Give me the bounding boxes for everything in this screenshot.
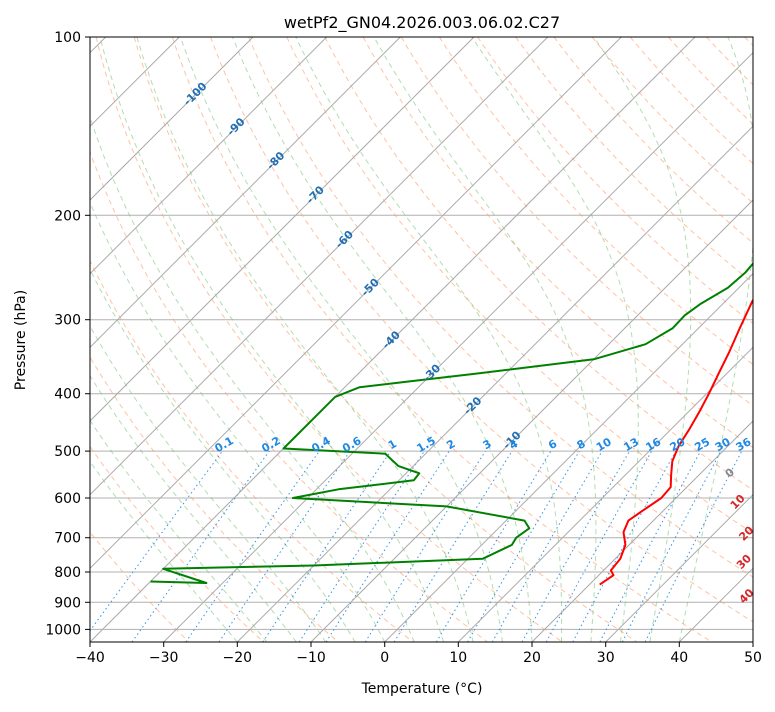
- y-tick-label: 300: [54, 313, 81, 329]
- y-tick-label: 200: [54, 208, 81, 224]
- x-axis-label: Temperature (°C): [361, 681, 483, 697]
- y-tick-label: 600: [54, 491, 81, 507]
- chart-title: wetPf2_GN04.2026.003.06.02.C27: [284, 13, 560, 33]
- x-tick-label: 10: [449, 650, 467, 666]
- x-tick-label: −10: [296, 650, 326, 666]
- x-tick-label: −20: [223, 650, 253, 666]
- y-tick-label: 800: [54, 565, 81, 581]
- y-tick-label: 900: [54, 595, 81, 611]
- y-tick-label: 100: [54, 30, 81, 46]
- y-tick-label: 1000: [45, 622, 81, 638]
- x-tick-label: −40: [75, 650, 105, 666]
- x-tick-label: 20: [523, 650, 541, 666]
- y-tick-label: 700: [54, 531, 81, 547]
- x-tick-label: 30: [597, 650, 615, 666]
- x-tick-label: 50: [744, 650, 762, 666]
- x-tick-label: −30: [149, 650, 179, 666]
- x-tick-label: 0: [380, 650, 389, 666]
- y-axis-label: Pressure (hPa): [13, 290, 29, 390]
- y-tick-label: 400: [54, 387, 81, 403]
- y-tick-label: 500: [54, 444, 81, 460]
- x-tick-label: 40: [670, 650, 688, 666]
